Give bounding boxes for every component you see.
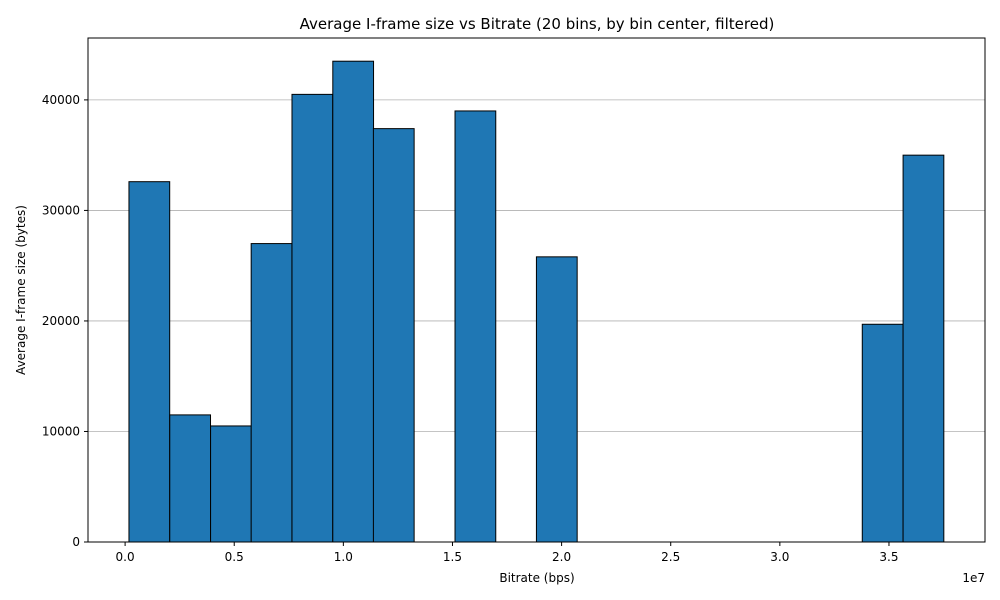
x-axis-ticks: 0.0 0.5 1.0 1.5 2.0 2.5 3.0 3.5 bbox=[116, 542, 899, 564]
bar-5 bbox=[332, 60, 375, 543]
bar-0 bbox=[128, 181, 171, 543]
bar-3 bbox=[250, 243, 293, 543]
bar-9 bbox=[861, 323, 904, 543]
x-tick-label: 0.5 bbox=[225, 550, 244, 564]
x-tick-label: 2.5 bbox=[661, 550, 680, 564]
bar-6 bbox=[372, 128, 415, 543]
x-tick-label: 3.5 bbox=[879, 550, 898, 564]
x-axis-offset-label: 1e7 bbox=[962, 571, 985, 585]
chart-title: Average I-frame size vs Bitrate (20 bins… bbox=[300, 15, 775, 33]
bar-4 bbox=[291, 93, 334, 543]
bar-10 bbox=[902, 154, 945, 543]
y-axis-label: Average I-frame size (bytes) bbox=[14, 205, 28, 375]
y-axis-ticks: 0 10000 20000 30000 40000 bbox=[42, 93, 88, 549]
bars bbox=[128, 60, 945, 543]
y-tick-label: 20000 bbox=[42, 314, 80, 328]
bar-8 bbox=[535, 256, 578, 543]
bar-1 bbox=[169, 414, 212, 543]
y-tick-label: 40000 bbox=[42, 93, 80, 107]
x-tick-label: 0.0 bbox=[116, 550, 135, 564]
x-tick-label: 1.0 bbox=[334, 550, 353, 564]
plot-frame bbox=[87, 37, 986, 543]
y-tick-label: 10000 bbox=[42, 424, 80, 438]
x-tick-label: 3.0 bbox=[770, 550, 789, 564]
x-axis-label: Bitrate (bps) bbox=[499, 571, 574, 585]
x-tick-label: 1.5 bbox=[443, 550, 462, 564]
bar-7 bbox=[454, 110, 497, 543]
x-tick-label: 2.0 bbox=[552, 550, 571, 564]
y-tick-label: 0 bbox=[72, 535, 80, 549]
bar-2 bbox=[210, 425, 252, 543]
y-tick-label: 30000 bbox=[42, 203, 80, 217]
